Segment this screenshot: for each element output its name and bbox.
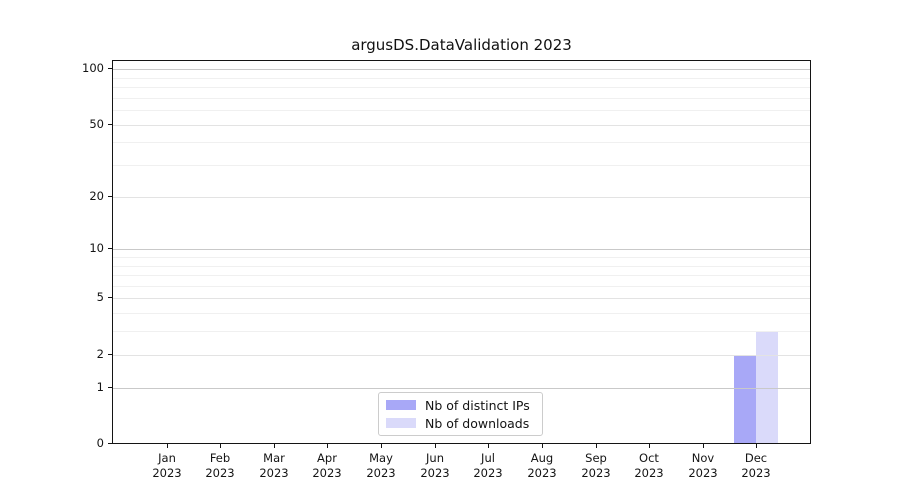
x-tick-month: Jul xyxy=(481,451,495,465)
gridline-y-100 xyxy=(113,69,810,70)
x-tick-month: Dec xyxy=(744,451,768,465)
gridline-y-3 xyxy=(113,331,810,332)
x-tick-mark-aug xyxy=(542,444,543,448)
x-tick-year: 2023 xyxy=(152,465,182,480)
x-tick-year: 2023 xyxy=(688,465,718,480)
x-tick-mark-jan xyxy=(167,444,168,448)
bar-downloads-dec xyxy=(756,331,779,443)
x-tick-year: 2023 xyxy=(259,465,289,480)
x-tick-year: 2023 xyxy=(581,465,611,480)
gridline-y-8 xyxy=(113,266,810,267)
gridline-y-70 xyxy=(113,98,810,99)
y-tick-label-100: 100 xyxy=(82,61,104,75)
y-tick-mark-10 xyxy=(108,248,112,249)
x-tick-year: 2023 xyxy=(366,465,396,480)
x-tick-month: Jan xyxy=(158,451,176,465)
x-tick-mark-nov xyxy=(703,444,704,448)
x-tick-year: 2023 xyxy=(420,465,450,480)
y-tick-mark-2 xyxy=(108,354,112,355)
gridline-y-5 xyxy=(113,298,810,299)
y-tick-label-20: 20 xyxy=(89,189,104,203)
x-tick-mark-jul xyxy=(488,444,489,448)
x-tick-label-mar: Mar 2023 xyxy=(246,451,302,480)
gridline-y-10 xyxy=(113,249,810,250)
gridline-y-50 xyxy=(113,125,810,126)
gridline-y-4 xyxy=(113,313,810,314)
x-tick-mark-apr xyxy=(327,444,328,448)
x-tick-month: Aug xyxy=(530,451,554,465)
gridline-y-80 xyxy=(113,87,810,88)
legend-swatch-downloads-icon xyxy=(386,418,416,428)
x-tick-month: May xyxy=(369,451,393,465)
x-tick-mark-feb xyxy=(220,444,221,448)
y-tick-label-10: 10 xyxy=(89,241,104,255)
x-tick-label-feb: Feb 2023 xyxy=(192,451,248,480)
x-tick-label-sep: Sep 2023 xyxy=(568,451,624,480)
bar-distinct-ips-dec xyxy=(734,354,757,443)
x-tick-mark-mar xyxy=(274,444,275,448)
x-tick-mark-dec xyxy=(756,444,757,448)
x-tick-month: Nov xyxy=(691,451,715,465)
plot-area xyxy=(112,60,811,444)
x-tick-month: Apr xyxy=(317,451,337,465)
x-tick-label-oct: Oct 2023 xyxy=(621,451,677,480)
x-tick-label-jul: Jul 2023 xyxy=(460,451,516,480)
x-tick-month: Oct xyxy=(639,451,659,465)
gridline-y-1 xyxy=(113,388,810,389)
y-tick-mark-0 xyxy=(108,443,112,444)
x-tick-year: 2023 xyxy=(634,465,664,480)
x-tick-mark-oct xyxy=(649,444,650,448)
legend-label-distinct-ips: Nb of distinct IPs xyxy=(425,397,530,413)
gridline-y-40 xyxy=(113,142,810,143)
y-tick-mark-5 xyxy=(108,297,112,298)
gridline-y-30 xyxy=(113,165,810,166)
y-tick-label-1: 1 xyxy=(96,380,104,394)
y-tick-label-50: 50 xyxy=(89,117,104,131)
gridline-y-2 xyxy=(113,355,810,356)
x-tick-year: 2023 xyxy=(312,465,342,480)
x-tick-mark-may xyxy=(381,444,382,448)
x-tick-label-jan: Jan 2023 xyxy=(139,451,195,480)
gridline-y-7 xyxy=(113,275,810,276)
gridline-y-60 xyxy=(113,110,810,111)
gridline-y-90 xyxy=(113,78,810,79)
x-tick-month: Mar xyxy=(263,451,285,465)
y-tick-mark-20 xyxy=(108,196,112,197)
x-tick-year: 2023 xyxy=(527,465,557,480)
y-tick-mark-100 xyxy=(108,68,112,69)
legend-item-distinct-ips: Nb of distinct IPs xyxy=(386,398,542,413)
x-tick-mark-jun xyxy=(435,444,436,448)
legend-item-downloads: Nb of downloads xyxy=(386,416,542,431)
legend-swatch-distinct-ips-icon xyxy=(386,400,416,410)
x-tick-label-jun: Jun 2023 xyxy=(407,451,463,480)
x-tick-year: 2023 xyxy=(205,465,235,480)
x-tick-month: Sep xyxy=(585,451,607,465)
y-tick-label-2: 2 xyxy=(96,347,104,361)
y-tick-mark-50 xyxy=(108,124,112,125)
y-tick-label-5: 5 xyxy=(96,290,104,304)
y-tick-mark-1 xyxy=(108,387,112,388)
x-tick-label-nov: Nov 2023 xyxy=(675,451,731,480)
x-tick-label-may: May 2023 xyxy=(353,451,409,480)
x-tick-mark-sep xyxy=(596,444,597,448)
gridline-y-20 xyxy=(113,197,810,198)
y-tick-label-0: 0 xyxy=(96,436,104,450)
x-tick-label-aug: Aug 2023 xyxy=(514,451,570,480)
x-tick-label-dec: Dec 2023 xyxy=(728,451,784,480)
x-tick-month: Feb xyxy=(209,451,231,465)
legend: Nb of distinct IPs Nb of downloads xyxy=(378,392,543,436)
x-tick-label-apr: Apr 2023 xyxy=(299,451,355,480)
gridline-y-6 xyxy=(113,286,810,287)
chart-title: argusDS.DataValidation 2023 xyxy=(351,36,572,54)
x-tick-month: Jun xyxy=(426,451,444,465)
x-tick-year: 2023 xyxy=(473,465,503,480)
gridline-y-9 xyxy=(113,257,810,258)
x-tick-year: 2023 xyxy=(741,465,771,480)
legend-label-downloads: Nb of downloads xyxy=(425,415,530,431)
